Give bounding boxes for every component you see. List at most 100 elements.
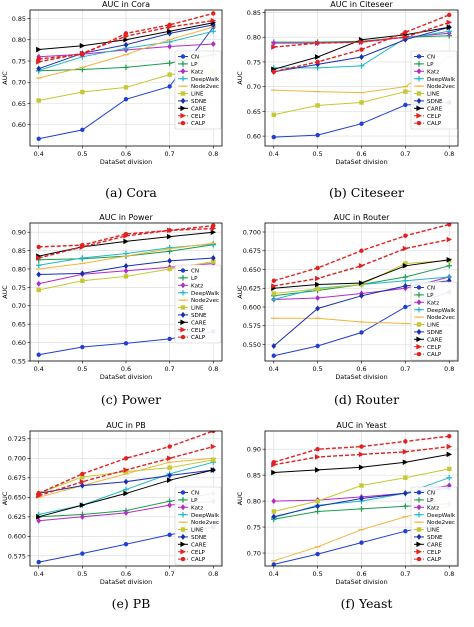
legend-item: LINE <box>414 527 440 534</box>
legend-marker <box>180 268 186 273</box>
chart-panel: AUC in Citeseer0.600.650.700.750.800.850… <box>236 0 459 200</box>
data-point-line <box>80 278 85 283</box>
data-point-sdne <box>79 482 85 489</box>
data-point-deepwalk <box>210 241 217 247</box>
data-point-care <box>402 262 409 269</box>
data-point-calp <box>123 456 129 461</box>
legend-item: CALP <box>414 351 442 358</box>
data-point-celp <box>315 275 321 282</box>
data-point-calp <box>167 22 172 28</box>
data-point-line <box>167 72 172 77</box>
x-axis-label: DataSet division <box>100 373 152 381</box>
legend-label: CN <box>191 55 199 61</box>
y-tick-label: 0.80 <box>12 36 26 44</box>
data-point-katz <box>167 502 173 509</box>
chart-panel: AUC in PB0.5750.6000.6250.6500.6750.7000… <box>1 421 223 611</box>
legend-label: DeepWalk <box>427 77 456 83</box>
legend-item: DeepWalk <box>414 511 456 519</box>
data-point-deepwalk <box>123 486 129 493</box>
data-point-deepwalk <box>270 296 277 303</box>
legend-label: SDNE <box>191 313 207 319</box>
y-tick-label: 0.700 <box>8 455 26 463</box>
chart-title: AUC in Yeast <box>336 421 386 430</box>
legend-marker <box>416 533 422 540</box>
legend-marker <box>416 322 422 327</box>
data-point-care <box>315 467 321 473</box>
x-axis: 0.4 0.5 0.6 0.7 0.8 <box>34 146 218 158</box>
subfigure-caption: (f) Yeast <box>341 596 393 611</box>
legend-marker <box>180 91 186 96</box>
x-tick-label: 0.6 <box>121 150 131 158</box>
legend-item: CARE <box>414 541 443 548</box>
legend-marker <box>180 97 186 104</box>
legend-label: SDNE <box>427 535 443 541</box>
data-point-cn <box>167 336 172 342</box>
series-line-calp <box>38 224 214 248</box>
legend-item: Katz <box>414 504 439 511</box>
legend-label: Node2vec <box>427 520 455 526</box>
legend-item: SDNE <box>414 533 443 541</box>
legend-item: DeepWalk <box>414 75 456 83</box>
data-point-sdne <box>167 472 173 479</box>
legend-label: LINE <box>191 528 204 534</box>
y-tick-label: 0.600 <box>8 533 26 541</box>
legend-label: CELP <box>191 328 206 334</box>
data-point-calp <box>359 248 364 253</box>
legend-label: CN <box>427 55 435 61</box>
x-tick-label: 0.5 <box>77 570 87 578</box>
legend-label: DeepWalk <box>427 308 456 314</box>
y-axis-label: AUC <box>236 285 244 299</box>
subfigure-caption: (e) PB <box>112 596 151 611</box>
y-tick-label: 0.85 <box>12 15 26 23</box>
legend-marker <box>416 306 422 313</box>
subfigure-caption: (d) Router <box>334 392 399 407</box>
chart-title: AUC in Router <box>334 213 391 222</box>
legend-marker <box>180 275 186 281</box>
y-axis: 0.60 0.65 0.70 0.75 0.80 0.85 <box>12 15 30 129</box>
legend-label: Katz <box>191 283 203 289</box>
data-point-lp <box>166 60 173 66</box>
y-tick-label: 0.65 <box>247 108 261 116</box>
legend-item: SDNE <box>178 311 207 319</box>
legend-item: SDNE <box>414 328 443 336</box>
data-point-cn <box>123 97 129 102</box>
legend-label: Katz <box>427 69 439 75</box>
data-point-care <box>36 514 42 520</box>
legend-label: DeepWalk <box>191 513 220 519</box>
data-point-line <box>271 112 276 118</box>
data-point-cn <box>80 127 85 133</box>
legend-marker <box>416 97 422 104</box>
y-tick-label: 0.675 <box>243 247 261 255</box>
data-point-katz <box>167 43 173 50</box>
legend-label: SDNE <box>427 330 443 336</box>
data-point-care <box>358 464 365 471</box>
legend-item: DeepWalk <box>178 511 220 519</box>
data-point-celp <box>402 448 409 455</box>
data-point-cn <box>167 84 172 89</box>
data-point-katz <box>36 280 42 287</box>
data-point-celp <box>402 34 409 40</box>
data-point-katz <box>315 295 321 301</box>
data-point-sdne <box>402 490 408 497</box>
legend-item: Katz <box>414 68 439 75</box>
legend-item: Node2vec <box>178 520 219 526</box>
legend-item: CALP <box>414 556 442 563</box>
legend-item: DeepWalk <box>414 306 456 314</box>
data-point-sdne <box>123 263 129 270</box>
x-tick-label: 0.8 <box>444 150 454 158</box>
data-point-line <box>403 475 408 480</box>
legend-label: CN <box>191 491 199 497</box>
plot-frame <box>264 430 459 567</box>
x-tick-label: 0.5 <box>313 150 323 158</box>
data-point-line <box>359 100 364 105</box>
data-point-cn <box>359 540 364 545</box>
data-point-katz <box>36 517 42 524</box>
legend-marker <box>416 548 422 555</box>
data-point-sdne <box>36 271 42 278</box>
data-point-care <box>446 451 453 458</box>
legend-item: CALP <box>178 334 206 341</box>
